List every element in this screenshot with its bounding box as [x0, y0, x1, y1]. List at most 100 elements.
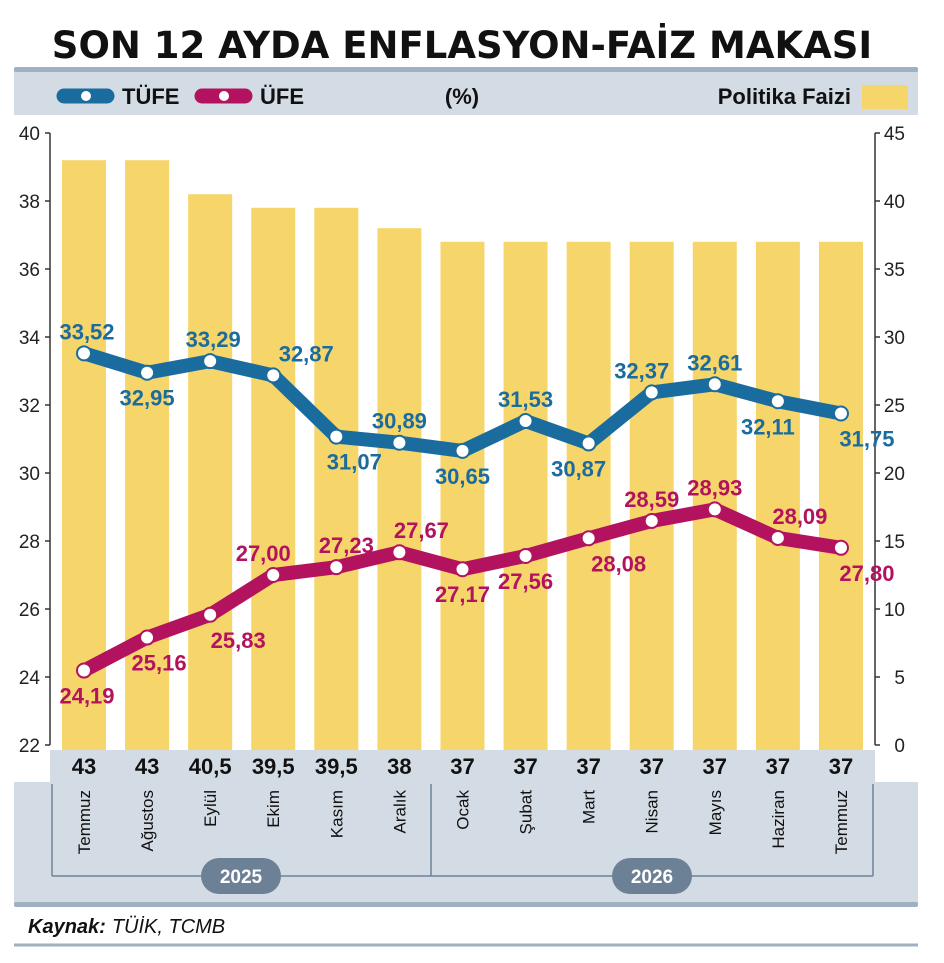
ufe-point: [391, 544, 408, 561]
year-groups: 2025 2026: [51, 784, 874, 894]
policy-rate-value: 39,5: [315, 754, 358, 779]
tufe-point: [832, 405, 849, 422]
left-tick-label: 40: [19, 124, 40, 145]
legend-policy-label: Politika Faizi: [718, 84, 851, 109]
right-axis-ticks: 0 5 10 15 20 25 30 35 40 45: [875, 124, 905, 757]
category-label: Mart: [580, 790, 599, 824]
category-label: Temmuz: [75, 790, 94, 854]
ufe-data-label: 25,16: [132, 651, 187, 676]
year-pill: [201, 858, 281, 894]
policy-rate-bar: [440, 241, 485, 783]
category-label: Şubat: [517, 790, 536, 835]
tufe-point: [139, 364, 156, 381]
policy-rate-value: 37: [703, 754, 727, 779]
ufe-point: [202, 606, 219, 623]
left-tick-label: 22: [19, 736, 40, 757]
category-label: Aralık: [390, 790, 409, 834]
year-pill: [612, 858, 692, 894]
tufe-data-label: 32,95: [120, 386, 175, 411]
policy-rate-bar: [251, 207, 296, 783]
ufe-point: [76, 662, 92, 679]
inflation-data-labels: 33,52 32,95 33,29 32,87 31,07 30,89 30,65 31,53…: [59, 319, 894, 708]
policy-rate-value: 43: [72, 754, 96, 779]
tufe-point: [328, 428, 345, 445]
policy-rate-value: 37: [639, 754, 663, 779]
left-tick-label: 34: [19, 328, 41, 349]
year-label: 2025: [220, 867, 263, 888]
category-label: Mayıs: [706, 790, 725, 835]
legend-ufe-label: ÜFE: [260, 84, 304, 109]
ufe-point: [580, 530, 597, 547]
ufe-data-label: 27,80: [839, 561, 894, 586]
tufe-point: [454, 442, 471, 459]
left-tick-label: 24: [19, 668, 41, 689]
category-label: Eylül: [201, 790, 220, 827]
left-axis-ticks: 22 24 26 28 30 32 34 36 38 40: [19, 124, 50, 757]
category-label: Nisan: [643, 790, 662, 833]
tufe-point: [580, 435, 597, 452]
tufe-point: [643, 384, 660, 401]
right-tick-label: 25: [884, 396, 905, 417]
category-label: Temmuz: [832, 790, 851, 854]
category-label: Ocak: [453, 790, 472, 830]
right-tick-label: 20: [884, 464, 905, 485]
legend-ufe: ÜFE: [194, 84, 304, 109]
policy-rate-value: 37: [766, 754, 790, 779]
category-labels: Temmuz Ağustos Eylül Ekim Kasım Aralık Ocak Şub…: [75, 790, 851, 855]
left-tick-label: 36: [19, 260, 40, 281]
rate-strip: [50, 750, 875, 782]
tufe-data-label: 30,87: [551, 456, 606, 481]
legend-policy-swatch: [862, 85, 908, 109]
right-tick-label: 0: [894, 736, 905, 757]
tufe-data-label: 31,07: [327, 450, 382, 475]
source-value: TÜİK, TCMB: [112, 916, 225, 938]
policy-rate-value: 37: [829, 754, 853, 779]
ufe-data-label: 27,56: [498, 569, 553, 594]
left-tick-label: 30: [19, 464, 40, 485]
ufe-data-label: 27,17: [435, 582, 490, 607]
year-label: 2026: [631, 867, 673, 888]
right-tick-label: 45: [884, 124, 905, 145]
right-tick-label: 5: [894, 668, 905, 689]
category-label: Kasım: [327, 790, 346, 838]
ufe-point: [706, 501, 723, 518]
tufe-point: [265, 367, 282, 384]
tufe-data-label: 33,29: [186, 327, 241, 352]
tufe-point: [706, 376, 723, 393]
page-title: SON 12 AYDA ENFLASYON-FAİZ MAKASI: [52, 23, 872, 67]
policy-rate-value: 43: [135, 754, 159, 779]
policy-rate-bar: [566, 241, 611, 783]
category-label: Ağustos: [138, 790, 157, 851]
tufe-point: [391, 434, 408, 451]
policy-rate-labels: 43 43 40,5 39,5 39,5 38 37 37 37 37 37 37 37: [72, 754, 853, 779]
legend-tufe-marker: [81, 91, 91, 101]
source-label: Kaynak:: [28, 916, 106, 938]
policy-rate-value: 39,5: [252, 754, 295, 779]
policy-rate-bar: [125, 160, 170, 782]
ufe-data-label: 27,00: [236, 541, 291, 566]
legend-top-rule: [14, 67, 918, 72]
ufe-data-label: 24,19: [59, 684, 114, 709]
tufe-data-label: 31,75: [839, 427, 894, 452]
policy-rate-value: 37: [513, 754, 537, 779]
policy-rate-value: 37: [450, 754, 474, 779]
inflation-lines: [76, 345, 849, 679]
tufe-data-label: 30,89: [372, 409, 427, 434]
policy-rate-value: 40,5: [189, 754, 232, 779]
left-tick-label: 28: [19, 532, 40, 553]
tufe-data-label: 32,87: [279, 341, 334, 366]
source-note: Kaynak: TÜİK, TCMB: [28, 916, 225, 938]
ufe-point: [643, 512, 660, 529]
legend-tufe: TÜFE: [56, 84, 179, 109]
ufe-point: [769, 529, 786, 546]
left-tick-label: 32: [19, 396, 40, 417]
right-tick-label: 35: [884, 260, 905, 281]
policy-rate-bar: [188, 194, 233, 782]
ufe-data-label: 25,83: [211, 628, 266, 653]
tufe-point: [76, 345, 92, 362]
ufe-data-label: 28,59: [624, 487, 679, 512]
policy-rate-bar: [818, 241, 863, 783]
tufe-point: [517, 412, 534, 429]
category-label: Ekim: [264, 790, 283, 828]
